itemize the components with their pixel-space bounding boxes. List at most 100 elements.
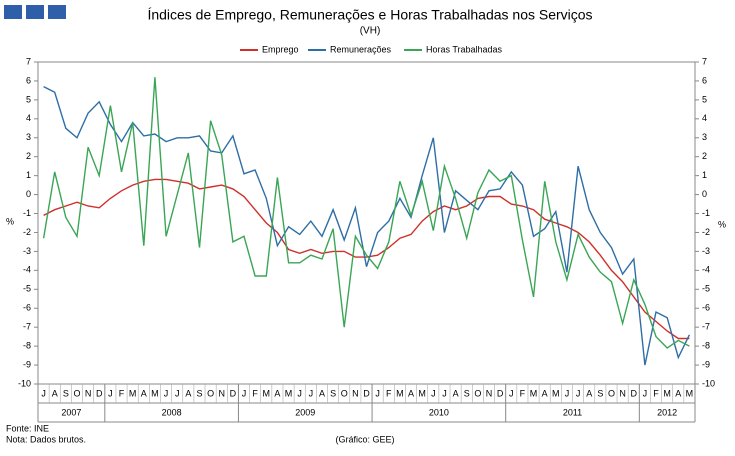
x-tick-label: M [686, 388, 694, 398]
y2-tick-label: 3 [702, 132, 707, 142]
y-tick-label: -5 [23, 284, 31, 294]
x-tick-label: D [363, 388, 370, 398]
y-tick-label: 0 [26, 189, 31, 199]
x-tick-label: M [285, 388, 293, 398]
y-tick-label: 1 [26, 170, 31, 180]
y2-tick-label: 7 [702, 56, 707, 66]
x-tick-label: J [643, 388, 648, 398]
x-tick-label: J [175, 388, 180, 398]
logo-block [4, 5, 22, 19]
y2-tick-label: 0 [702, 189, 707, 199]
x-tick-label: J [242, 388, 247, 398]
y2-tick-label: -6 [702, 303, 710, 313]
y2-tick-label: -10 [702, 378, 715, 388]
logo-block [26, 5, 44, 19]
y2-tick-label: -5 [702, 284, 710, 294]
x-tick-label: O [608, 388, 615, 398]
note: Nota: Dados brutos. [6, 434, 86, 444]
x-tick-label: A [185, 388, 191, 398]
x-tick-label: A [141, 388, 147, 398]
y-tick-label: 4 [26, 113, 31, 123]
logo-block [48, 5, 66, 19]
y-tick-label: -6 [23, 303, 31, 313]
y-tick-label: -10 [18, 378, 31, 388]
y-tick-label: 6 [26, 75, 31, 85]
x-tick-label: M [396, 388, 404, 398]
x-tick-label: A [675, 388, 681, 398]
x-tick-label: F [386, 388, 392, 398]
x-tick-label: J [164, 388, 169, 398]
x-tick-label: F [119, 388, 125, 398]
year-label: 2010 [429, 407, 449, 417]
x-tick-label: J [108, 388, 113, 398]
x-tick-label: N [486, 388, 493, 398]
y2-tick-label: -2 [702, 227, 710, 237]
x-tick-label: D [497, 388, 504, 398]
x-tick-label: M [418, 388, 426, 398]
x-tick-label: D [631, 388, 638, 398]
x-tick-label: F [653, 388, 659, 398]
year-label: 2012 [657, 407, 677, 417]
y-tick-label: 7 [26, 56, 31, 66]
x-tick-label: N [85, 388, 92, 398]
legend-label: Horas Trabalhadas [426, 44, 503, 54]
x-tick-label: S [464, 388, 470, 398]
x-tick-label: O [474, 388, 481, 398]
y2-tick-label: -1 [702, 208, 710, 218]
y-tick-label: 3 [26, 132, 31, 142]
x-tick-label: F [520, 388, 526, 398]
x-tick-label: J [509, 388, 514, 398]
y-axis-label: % [6, 216, 14, 226]
x-tick-label: A [542, 388, 548, 398]
credit: (Gráfico: GEE) [335, 434, 394, 444]
x-tick-label: O [341, 388, 348, 398]
y2-tick-label: 6 [702, 75, 707, 85]
chart-subtitle: (VH) [360, 26, 381, 37]
x-tick-label: J [431, 388, 436, 398]
y-tick-label: -4 [23, 265, 31, 275]
y-tick-label: -1 [23, 208, 31, 218]
x-tick-label: D [96, 388, 103, 398]
x-tick-label: A [586, 388, 592, 398]
x-tick-label: A [408, 388, 414, 398]
x-tick-label: S [63, 388, 69, 398]
x-tick-label: M [663, 388, 671, 398]
plot-frame [37, 61, 696, 385]
x-tick-label: N [218, 388, 225, 398]
x-tick-label: J [442, 388, 447, 398]
y2-tick-label: 5 [702, 94, 707, 104]
y2-tick-label: -4 [702, 265, 710, 275]
year-label: 2011 [563, 407, 582, 417]
x-tick-label: A [274, 388, 280, 398]
y2-tick-label: -8 [702, 340, 710, 350]
x-tick-label: J [309, 388, 314, 398]
x-tick-label: A [319, 388, 325, 398]
source: Fonte: INE [6, 423, 49, 433]
x-tick-label: M [552, 388, 560, 398]
x-tick-label: J [41, 388, 46, 398]
year-label: 2008 [162, 407, 182, 417]
chart-title: Índices de Emprego, Remunerações e Horas… [147, 7, 592, 23]
y2-tick-label: 1 [702, 170, 707, 180]
x-tick-label: S [330, 388, 336, 398]
x-tick-label: O [73, 388, 80, 398]
x-tick-label: A [52, 388, 58, 398]
series-line [43, 178, 690, 340]
y-tick-label: -7 [23, 322, 31, 332]
y-tick-label: -8 [23, 340, 31, 350]
x-tick-label: S [196, 388, 202, 398]
x-tick-label: J [576, 388, 581, 398]
y2-tick-label: -3 [702, 246, 710, 256]
y2-tick-label: -9 [702, 359, 710, 369]
y-tick-label: 2 [26, 151, 31, 161]
x-tick-label: F [252, 388, 258, 398]
y2-tick-label: 4 [702, 113, 707, 123]
year-label: 2007 [61, 407, 81, 417]
y2-axis-label: % [718, 219, 726, 229]
legend-label: Remunerações [330, 44, 392, 54]
legend-label: Emprego [262, 44, 299, 54]
year-label: 2009 [295, 407, 315, 417]
x-tick-label: J [375, 388, 380, 398]
x-tick-label: S [597, 388, 603, 398]
